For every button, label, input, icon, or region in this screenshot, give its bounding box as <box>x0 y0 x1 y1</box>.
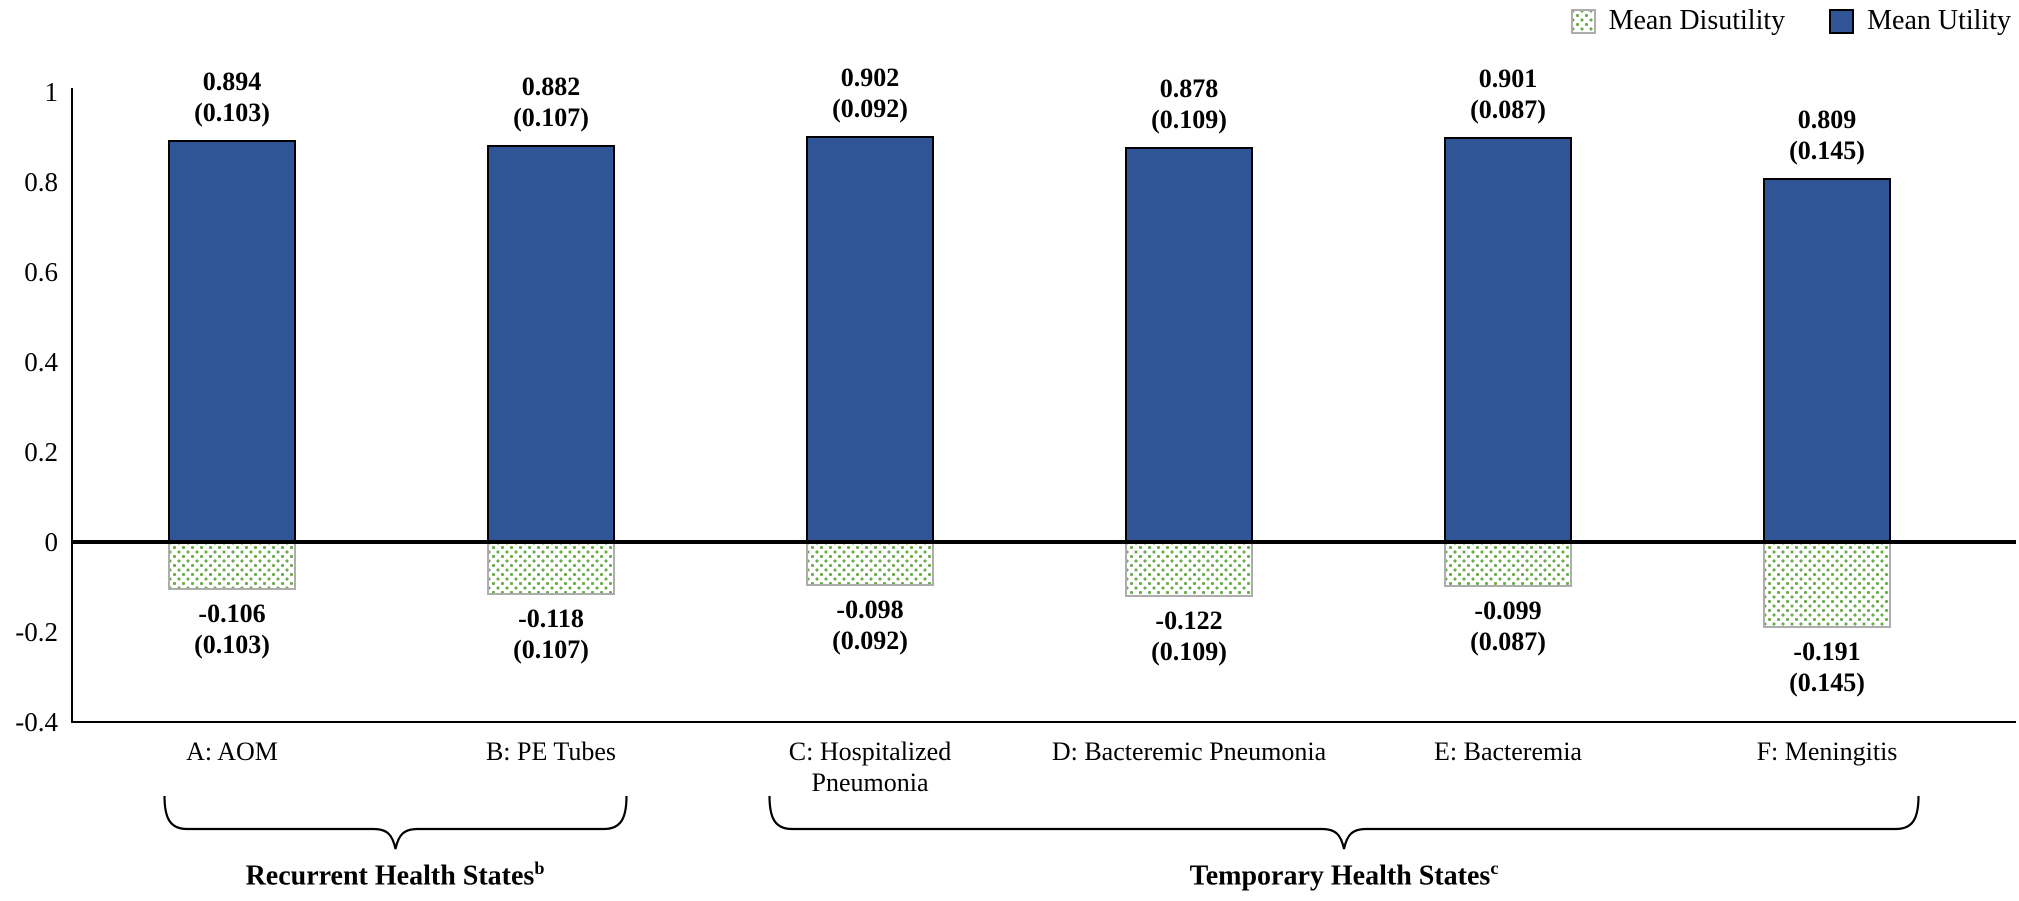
zero-baseline <box>71 540 2016 544</box>
mean-disutility-bar <box>1125 541 1253 597</box>
group-label-text: Temporary Health States <box>1189 860 1491 892</box>
mean-disutility-bar <box>168 541 296 590</box>
utility-sd-label: (0.092) <box>832 94 908 124</box>
disutility-sd-label: (0.092) <box>832 626 908 656</box>
disutility-value-label: -0.098 (0.092) <box>760 594 980 656</box>
utility-sd-label: (0.109) <box>1151 104 1227 134</box>
group-label-superscript: c <box>1490 858 1499 878</box>
category-label: A: AOM <box>186 737 278 766</box>
mean-utility-bar <box>487 145 615 542</box>
temporary-group-brace <box>768 796 1920 850</box>
mean-disutility-bar <box>806 541 934 587</box>
mean-utility-bar <box>1763 177 1891 542</box>
y-axis-tick-label: 0.2 <box>24 437 58 467</box>
utility-value-label: 0.809 (0.145) <box>1717 104 1937 166</box>
mean-utility-bar <box>1125 146 1253 542</box>
mean-disutility-bar <box>487 541 615 596</box>
disutility-value-label: -0.122 (0.109) <box>1079 605 1299 667</box>
disutility-sd-label: (0.109) <box>1151 636 1227 666</box>
utility-sd-label: (0.107) <box>513 103 589 133</box>
category-label: E: Bacteremia <box>1434 737 1582 766</box>
y-axis-tick-label: 0.6 <box>24 257 58 287</box>
utility-sd-label: (0.103) <box>194 97 270 127</box>
disutility-value-label: -0.191 (0.145) <box>1717 636 1937 698</box>
utility-value-label: 0.894 (0.103) <box>122 66 342 128</box>
x-axis-bottom-line <box>71 721 2016 723</box>
mean-utility-bar <box>1444 136 1572 542</box>
disutility-value-label: -0.118 (0.107) <box>441 603 661 665</box>
group-label-recurrent: Recurrent Health Statesb <box>75 858 715 892</box>
dotted-pattern-swatch-icon <box>1570 8 1596 34</box>
mean-utility-bar <box>806 136 934 542</box>
disutility-sd-label: (0.087) <box>1470 626 1546 656</box>
legend-item-mean-disutility: Mean Disutility <box>1570 5 1786 36</box>
utility-sd-label: (0.145) <box>1789 135 1865 165</box>
y-axis-tick-label: 0.4 <box>24 347 58 377</box>
mean-utility-bar <box>168 139 296 542</box>
y-axis-tick-label: 0.8 <box>24 167 58 197</box>
utility-value-label: 0.901 (0.087) <box>1398 63 1618 125</box>
group-label-text: Recurrent Health States <box>245 860 535 892</box>
legend-label: Mean Disutility <box>1608 5 1786 36</box>
disutility-value-label: -0.099 (0.087) <box>1398 595 1618 657</box>
group-label-superscript: b <box>534 858 545 878</box>
recurrent-group-brace <box>163 796 628 850</box>
category-label: F: Meningitis <box>1756 737 1898 766</box>
blue-swatch-icon <box>1829 8 1855 34</box>
y-axis-tick-label: -0.4 <box>15 707 58 737</box>
y-axis-line <box>71 88 73 723</box>
legend-label: Mean Utility <box>1867 5 2011 36</box>
y-axis-tick-label: -0.2 <box>15 617 58 647</box>
disutility-value-label: -0.106 (0.103) <box>122 598 342 660</box>
mean-disutility-bar <box>1444 541 1572 587</box>
disutility-sd-label: (0.107) <box>513 635 589 665</box>
disutility-sd-label: (0.145) <box>1789 667 1865 697</box>
mean-disutility-bar <box>1763 541 1891 628</box>
group-label-temporary: Temporary Health Statesc <box>1024 858 1664 892</box>
category-label: B: PE Tubes <box>485 737 617 766</box>
category-label: C: Hospitalized Pneumonia <box>788 737 952 797</box>
utility-sd-label: (0.087) <box>1470 94 1546 124</box>
legend: Mean Disutility Mean Utility <box>1570 2 2011 40</box>
y-axis-tick-label: 1 <box>44 77 59 107</box>
utility-value-label: 0.878 (0.109) <box>1079 73 1299 135</box>
y-axis-tick-label: 0 <box>44 527 59 557</box>
disutility-sd-label: (0.103) <box>194 629 270 659</box>
utility-value-label: 0.902 (0.092) <box>760 62 980 124</box>
legend-item-mean-utility: Mean Utility <box>1829 7 2011 35</box>
category-label: D: Bacteremic Pneumonia <box>1051 737 1327 766</box>
utility-value-label: 0.882 (0.107) <box>441 71 661 133</box>
